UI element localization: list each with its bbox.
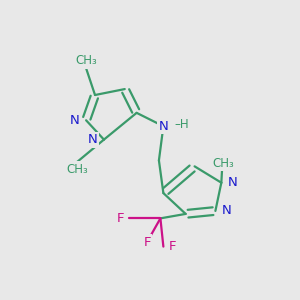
Text: F: F	[169, 240, 176, 253]
Text: CH₃: CH₃	[66, 163, 88, 176]
Text: –H: –H	[175, 118, 189, 131]
Text: N: N	[222, 204, 232, 218]
Text: N: N	[88, 133, 98, 146]
Text: N: N	[228, 176, 238, 189]
Text: F: F	[143, 236, 151, 249]
Text: CH₃: CH₃	[212, 157, 234, 170]
Text: N: N	[158, 120, 168, 133]
Text: CH₃: CH₃	[75, 54, 97, 67]
Text: F: F	[116, 212, 124, 225]
Text: N: N	[70, 114, 80, 127]
